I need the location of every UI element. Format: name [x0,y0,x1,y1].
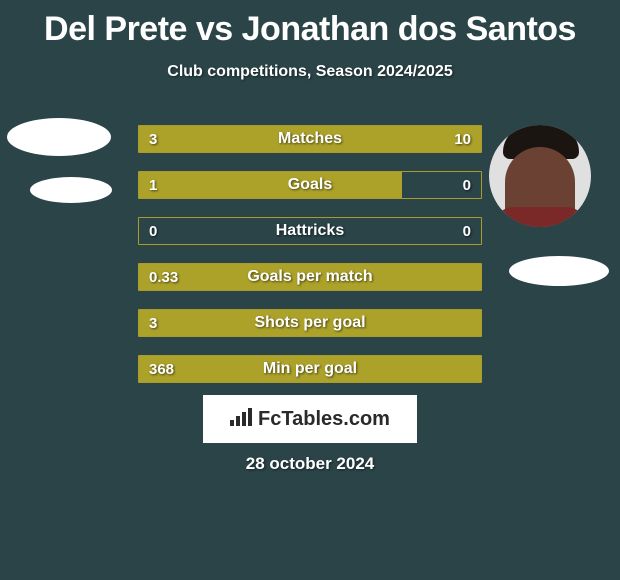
bar-label: Goals per match [139,264,481,290]
page-title: Del Prete vs Jonathan dos Santos [0,0,620,49]
bar-value-right: 0 [463,218,471,244]
subtitle: Club competitions, Season 2024/2025 [0,63,620,81]
signal-icon [230,408,252,431]
stat-bar: 368Min per goal [138,355,482,383]
stat-bar: 0Hattricks0 [138,217,482,245]
avatar-shirt [489,207,591,227]
player-right-ellipse [509,256,609,286]
bar-label: Goals [139,172,481,198]
bar-value-right: 10 [454,126,471,152]
bar-label: Hattricks [139,218,481,244]
bar-label: Shots per goal [139,310,481,336]
player-left-ellipse [30,177,112,203]
stat-bar: 0.33Goals per match [138,263,482,291]
player-left-avatar [7,118,111,156]
stat-bar: 1Goals0 [138,171,482,199]
date-label: 28 october 2024 [0,454,620,474]
stat-bars: 3Matches101Goals00Hattricks00.33Goals pe… [138,125,482,401]
bar-value-right: 0 [463,172,471,198]
bar-label: Matches [139,126,481,152]
bar-label: Min per goal [139,356,481,382]
logo-text: FcTables.com [258,408,390,431]
player-right-avatar [489,125,591,227]
stat-bar: 3Matches10 [138,125,482,153]
stat-bar: 3Shots per goal [138,309,482,337]
fctables-logo: FcTables.com [203,395,417,443]
